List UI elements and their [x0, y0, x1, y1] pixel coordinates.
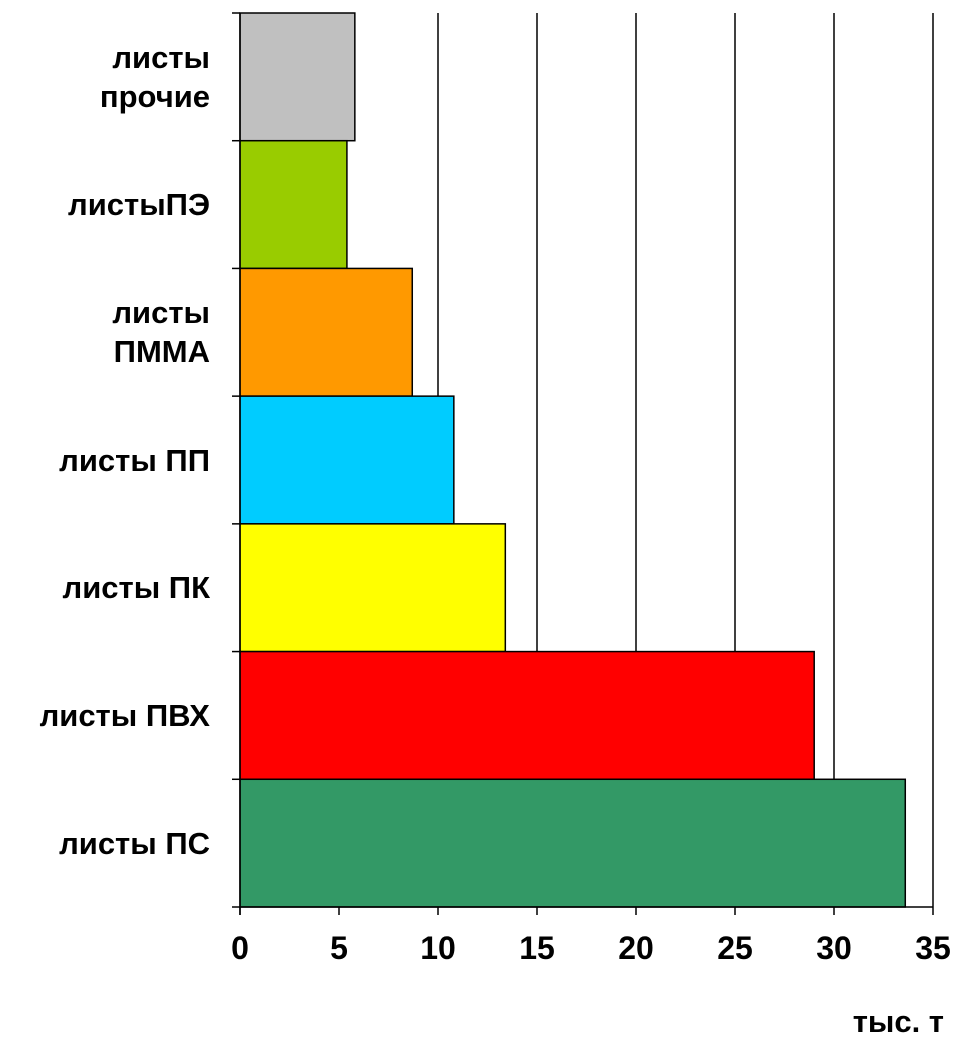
bar: [239, 267, 414, 397]
bar: [239, 523, 507, 653]
category-label: листы ПВХ: [39, 697, 210, 733]
bar: [239, 139, 348, 270]
bars: [239, 12, 907, 908]
x-tick-label: 30: [816, 930, 852, 966]
x-tick-label: 15: [519, 930, 555, 966]
x-tick-label: 35: [915, 930, 951, 966]
category-label: листы ПК: [62, 570, 210, 606]
category-label: листы ПС: [59, 825, 210, 861]
x-tick-label: 0: [231, 930, 249, 966]
gridlines: [338, 13, 934, 907]
x-axis-unit: тыс. т: [852, 1004, 944, 1039]
bar: [239, 778, 907, 908]
category-label: листы ПММА: [112, 295, 210, 370]
bar: [239, 395, 455, 525]
x-tick-label: 25: [717, 930, 753, 966]
bar: [239, 12, 356, 142]
category-label: листы прочие: [99, 39, 210, 114]
category-label: листы ПП: [59, 442, 210, 478]
category-label: листыПЭ: [68, 187, 210, 223]
x-tick-label: 5: [330, 930, 348, 966]
bar: [239, 650, 815, 781]
x-tick-label: 10: [420, 930, 456, 966]
x-tick-label: 20: [618, 930, 654, 966]
axes: [232, 12, 934, 915]
